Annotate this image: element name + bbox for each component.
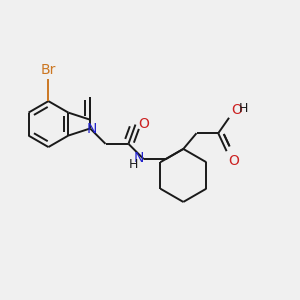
Text: O: O	[138, 117, 149, 131]
Text: Br: Br	[41, 63, 56, 77]
Text: H: H	[239, 102, 248, 115]
Text: N: N	[133, 151, 144, 165]
Text: O: O	[228, 154, 239, 167]
Text: H: H	[128, 158, 138, 171]
Text: O: O	[231, 103, 242, 117]
Text: N: N	[86, 122, 97, 136]
